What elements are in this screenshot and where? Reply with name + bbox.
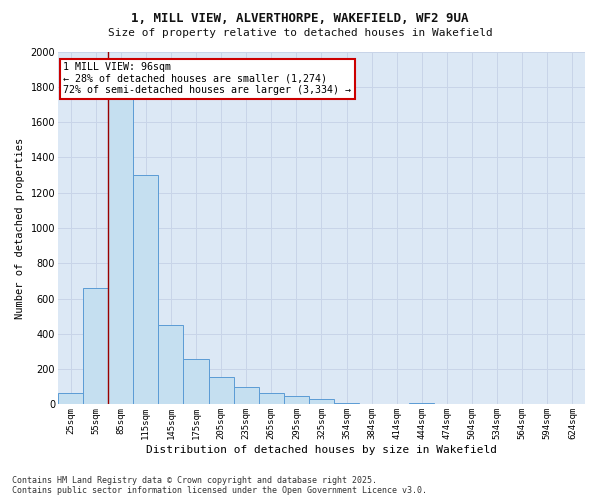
Bar bbox=[209, 377, 233, 404]
Bar bbox=[259, 393, 284, 404]
Bar bbox=[334, 402, 359, 404]
Bar bbox=[108, 84, 133, 404]
Bar bbox=[184, 358, 209, 405]
Text: Contains HM Land Registry data © Crown copyright and database right 2025.
Contai: Contains HM Land Registry data © Crown c… bbox=[12, 476, 427, 495]
Bar bbox=[58, 393, 83, 404]
Text: Size of property relative to detached houses in Wakefield: Size of property relative to detached ho… bbox=[107, 28, 493, 38]
Bar bbox=[409, 402, 434, 404]
Bar bbox=[284, 396, 309, 404]
Y-axis label: Number of detached properties: Number of detached properties bbox=[15, 138, 25, 318]
Bar bbox=[83, 288, 108, 405]
Bar bbox=[233, 387, 259, 404]
Text: 1 MILL VIEW: 96sqm
← 28% of detached houses are smaller (1,274)
72% of semi-deta: 1 MILL VIEW: 96sqm ← 28% of detached hou… bbox=[63, 62, 351, 96]
X-axis label: Distribution of detached houses by size in Wakefield: Distribution of detached houses by size … bbox=[146, 445, 497, 455]
Bar bbox=[133, 175, 158, 404]
Text: 1, MILL VIEW, ALVERTHORPE, WAKEFIELD, WF2 9UA: 1, MILL VIEW, ALVERTHORPE, WAKEFIELD, WF… bbox=[131, 12, 469, 26]
Bar bbox=[309, 399, 334, 404]
Bar bbox=[158, 325, 184, 404]
